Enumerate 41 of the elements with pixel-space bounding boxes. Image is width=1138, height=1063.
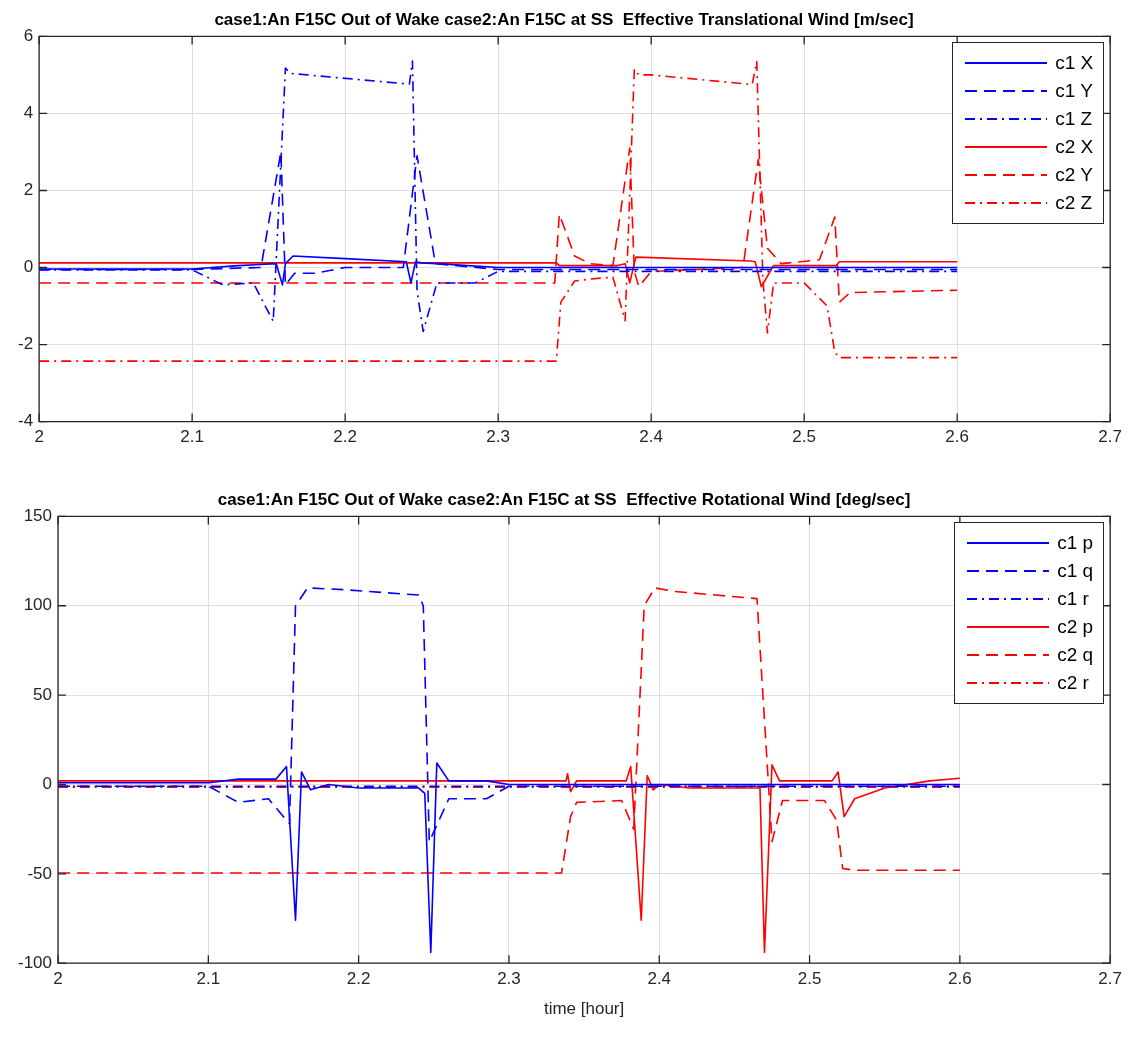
legend-label: c2 r: [1057, 672, 1089, 695]
legend-label: c1 r: [1057, 588, 1089, 611]
x-tick-label: 2.3: [497, 969, 521, 989]
x-tick-label: 2.5: [797, 969, 822, 989]
x-tick-label: 2.2: [346, 969, 371, 989]
y-tick-label: 6: [23, 26, 34, 46]
x-axis-title: time [hour]: [543, 999, 625, 1019]
x-tick-label: 2.6: [945, 427, 969, 447]
y-tick-label: 2: [23, 180, 34, 200]
legend-label: c2 p: [1057, 616, 1094, 639]
x-tick-label: 2.4: [647, 969, 672, 989]
legend-label: c1 X: [1055, 52, 1094, 75]
y-tick-label: -4: [17, 411, 34, 431]
y-tick-label: -100: [17, 952, 53, 972]
y-tick-label: -50: [27, 863, 53, 883]
legend-label: c2 Y: [1055, 164, 1093, 187]
y-tick-label: 4: [23, 103, 34, 123]
y-tick-label: 0: [23, 257, 34, 277]
legend-label: c1 Y: [1055, 80, 1093, 103]
legend-label: c1 p: [1057, 532, 1094, 555]
x-tick-label: 2.7: [1098, 969, 1122, 989]
chart-title: case1:An F15C Out of Wake case2:An F15C at SS Effective Translational Wind [m/sec]: [214, 9, 914, 29]
y-tick-label: 150: [23, 506, 53, 526]
legend-label: c2 Z: [1055, 192, 1093, 215]
legend-label: c1 Z: [1055, 108, 1093, 131]
x-tick-label: 2.6: [948, 969, 972, 989]
legend-label: c2 X: [1055, 136, 1094, 159]
x-tick-label: 2.5: [792, 427, 816, 447]
y-tick-label: 100: [23, 595, 53, 615]
x-tick-label: 2.4: [639, 427, 663, 447]
legend-label: c1 q: [1057, 560, 1094, 583]
y-tick-label: 0: [42, 774, 53, 794]
x-tick-label: 2.7: [1098, 427, 1122, 447]
x-tick-label: 2.1: [180, 427, 204, 447]
x-tick-label: 2.3: [486, 427, 510, 447]
y-tick-label: 50: [33, 684, 53, 704]
y-tick-label: -2: [17, 334, 34, 354]
x-tick-label: 2.2: [333, 427, 357, 447]
chart-title: case1:An F15C Out of Wake case2:An F15C at SS Effective Rotational Wind [deg/sec]: [217, 489, 911, 509]
legend-label: c2 q: [1057, 644, 1094, 667]
x-tick-label: 2.1: [196, 969, 221, 989]
